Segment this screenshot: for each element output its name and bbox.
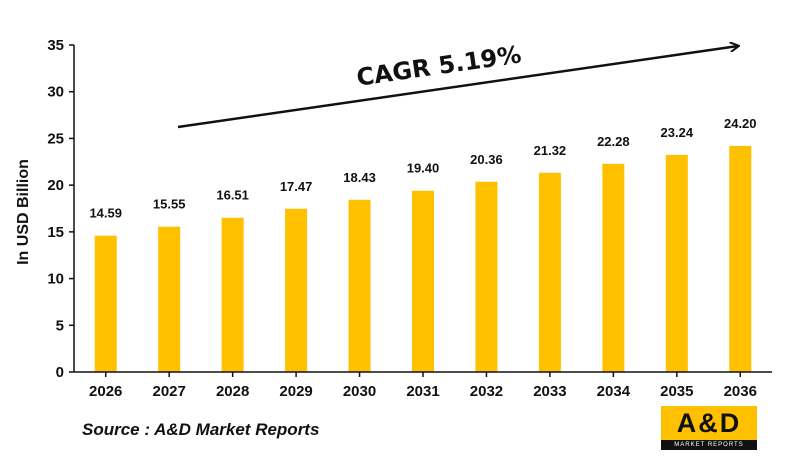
x-tick-label-2032: 2032 xyxy=(470,383,503,400)
y-tick-label: 5 xyxy=(56,317,64,334)
bar-2029 xyxy=(285,208,308,372)
x-tick-label-2035: 2035 xyxy=(660,383,693,400)
x-tick-label-2031: 2031 xyxy=(406,383,439,400)
data-label-2035: 23.24 xyxy=(661,125,694,140)
y-tick-label: 15 xyxy=(47,224,64,241)
x-tick-label-2029: 2029 xyxy=(279,383,312,400)
y-tick-label: 25 xyxy=(47,130,64,147)
bar-2033 xyxy=(538,172,561,372)
y-tick-label: 35 xyxy=(47,37,64,54)
x-tick-label-2033: 2033 xyxy=(533,383,566,400)
data-label-2032: 20.36 xyxy=(470,152,503,167)
source-note: Source : A&D Market Reports xyxy=(82,420,320,439)
data-label-2033: 21.32 xyxy=(534,143,567,158)
y-axis-title: In USD Billion xyxy=(15,159,32,265)
bar-2026 xyxy=(94,235,117,372)
x-tick-label-2027: 2027 xyxy=(152,383,185,400)
data-label-2027: 15.55 xyxy=(153,197,186,212)
y-tick-label: 30 xyxy=(47,84,64,101)
logo-tagline: MARKET REPORTS xyxy=(674,442,744,448)
y-tick-label: 10 xyxy=(47,271,64,288)
bar-2036 xyxy=(729,145,752,372)
data-label-2031: 19.40 xyxy=(407,161,440,176)
y-tick-label: 0 xyxy=(56,364,64,381)
x-tick-label-2028: 2028 xyxy=(216,383,249,400)
x-tick-label-2034: 2034 xyxy=(597,383,631,400)
bar-2027 xyxy=(158,226,181,372)
y-tick-label: 20 xyxy=(47,177,64,194)
data-label-2026: 14.59 xyxy=(89,206,122,221)
data-label-2034: 22.28 xyxy=(597,134,630,149)
data-label-2030: 18.43 xyxy=(343,170,376,185)
x-tick-label-2030: 2030 xyxy=(343,383,376,400)
cagr-annotation: CAGR 5.19% xyxy=(355,40,523,91)
data-label-2036: 24.20 xyxy=(724,116,757,131)
x-tick-label-2036: 2036 xyxy=(724,383,757,400)
logo-wordmark: A&D xyxy=(676,408,742,438)
bar-2031 xyxy=(412,190,434,372)
bar-2035 xyxy=(665,154,688,372)
x-tick-label-2026: 2026 xyxy=(89,383,122,400)
bar-2032 xyxy=(475,181,498,372)
logo-strip xyxy=(661,440,757,450)
bar-2030 xyxy=(348,199,371,372)
cagr-arrow xyxy=(177,46,738,129)
bar-2028 xyxy=(221,217,244,372)
data-label-2028: 16.51 xyxy=(216,188,249,203)
brand-logo: A&D MARKET REPORTS xyxy=(661,406,757,450)
bar-2034 xyxy=(602,163,625,372)
data-label-2029: 17.47 xyxy=(280,179,313,194)
